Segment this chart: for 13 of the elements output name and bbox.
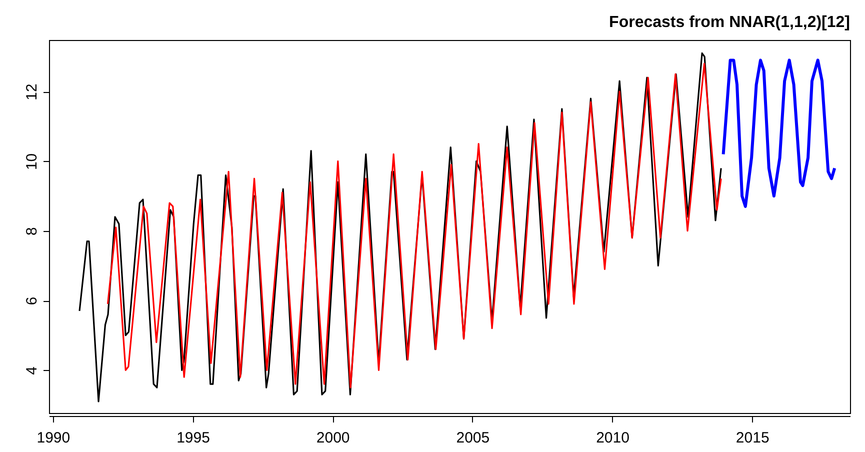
x-tick-label: 1995: [176, 430, 210, 446]
x-tick-label: 2010: [596, 430, 630, 446]
y-tick-label: 10: [24, 153, 40, 170]
y-tick-label: 4: [24, 366, 40, 375]
x-tick-label: 2015: [736, 430, 770, 446]
line-series: [722, 58, 836, 208]
x-tick-label: 2000: [316, 430, 350, 446]
y-tick-label: 12: [24, 84, 40, 100]
x-tick-label: 2005: [456, 430, 490, 446]
x-tick-label: 1990: [36, 430, 70, 446]
y-tick-label: 6: [24, 296, 40, 306]
y-tick-label: 8: [24, 227, 40, 236]
chart-title: Forecasts from NNAR(1,1,2)[12]: [609, 14, 850, 31]
